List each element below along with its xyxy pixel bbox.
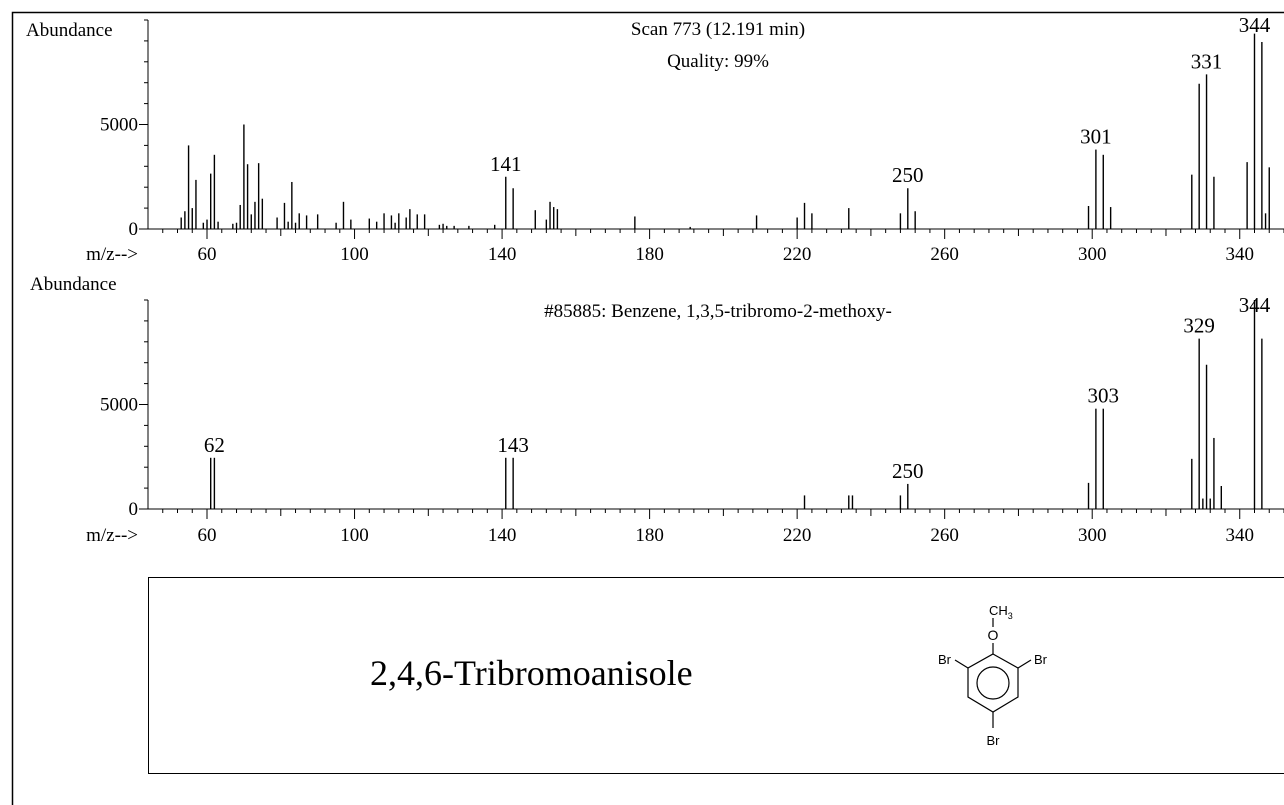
oxygen-label: O <box>988 627 999 643</box>
library-peak-label-62: 62 <box>204 433 225 457</box>
sample-y-tick-label: 0 <box>129 219 139 240</box>
library-y-tick-label: 0 <box>129 499 139 520</box>
library-peaks <box>210 300 1263 509</box>
structure-diagram <box>954 618 1032 728</box>
sample-x-tick-label: 260 <box>930 244 959 265</box>
library-xlabel: m/z--> <box>86 525 138 546</box>
sample-x-tick-label: 140 <box>488 244 517 265</box>
library-y-axis: 0 5000 <box>100 299 149 520</box>
sample-x-tick-label: 60 <box>198 244 217 265</box>
sample-x-tick-label: 100 <box>340 244 369 265</box>
sample-peak-label-301: 301 <box>1080 125 1112 149</box>
sample-y-tick-label: 5000 <box>100 115 138 136</box>
sample-x-tick-label: 300 <box>1078 244 1107 265</box>
sample-x-axis: 60 100 140 180 220 260 300 340 m/z--> <box>86 228 1284 265</box>
sample-peak-label-141: 141 <box>490 152 522 176</box>
library-y-tick-label: 5000 <box>100 395 138 416</box>
compound-name: 2,4,6-Tribromoanisole <box>370 653 693 693</box>
sample-xlabel: m/z--> <box>86 244 138 265</box>
sample-peak-labels: 141 250 301 331 344 <box>490 13 1271 187</box>
report-frame <box>11 11 1284 805</box>
methyl-label: CH3 <box>989 603 1013 621</box>
br-right-label: Br <box>1034 652 1048 667</box>
sample-spectrum-panel: Abundance Scan 773 (12.191 min) Quality:… <box>26 13 1284 265</box>
aromatic-circle <box>976 666 1010 700</box>
library-x-tick-label: 100 <box>340 525 369 546</box>
library-x-tick-label: 60 <box>198 525 217 546</box>
sample-peaks <box>180 33 1270 229</box>
library-x-tick-label: 220 <box>783 525 812 546</box>
library-peak-label-303: 303 <box>1088 384 1120 408</box>
benzene-ring <box>967 653 1019 713</box>
ring-br-left-bond <box>954 659 969 669</box>
sample-x-tick-label: 180 <box>635 244 664 265</box>
library-x-axis: 60 100 140 180 220 260 300 340 m/z--> <box>86 508 1284 546</box>
library-x-tick-label: 260 <box>930 525 959 546</box>
br-left-label: Br <box>938 652 952 667</box>
library-peak-label-329: 329 <box>1183 314 1215 338</box>
library-x-tick-label: 300 <box>1078 525 1107 546</box>
library-peak-labels: 62 143 250 303 329 344 <box>204 293 1271 483</box>
br-bottom-label: Br <box>987 733 1001 748</box>
library-x-tick-label: 340 <box>1225 525 1254 546</box>
library-peak-label-250: 250 <box>892 459 924 483</box>
library-spectrum-panel: Abundance #85885: Benzene, 1,3,5-tribrom… <box>30 274 1284 546</box>
sample-ylabel: Abundance <box>26 20 113 41</box>
library-peak-label-143: 143 <box>497 433 529 457</box>
library-x-tick-label: 140 <box>488 525 517 546</box>
library-peak-label-344: 344 <box>1239 293 1271 317</box>
sample-peak-label-344: 344 <box>1239 13 1271 37</box>
library-ylabel: Abundance <box>30 274 117 295</box>
sample-y-axis: 0 5000 <box>100 19 149 240</box>
compound-box-frame <box>148 577 1284 774</box>
compound-box: 2,4,6-Tribromoanisole CH3 O Br Br Br <box>148 577 1284 774</box>
sample-subtitle: Quality: 99% <box>667 51 769 72</box>
library-x-tick-label: 180 <box>635 525 664 546</box>
sample-peak-label-250: 250 <box>892 163 924 187</box>
sample-x-tick-label: 220 <box>783 244 812 265</box>
sample-title: Scan 773 (12.191 min) <box>631 19 805 40</box>
sample-x-tick-label: 340 <box>1225 244 1254 265</box>
library-title: #85885: Benzene, 1,3,5-tribromo-2-methox… <box>544 301 892 322</box>
ring-br-right-bond <box>1017 659 1032 669</box>
sample-peak-label-331: 331 <box>1191 49 1223 73</box>
